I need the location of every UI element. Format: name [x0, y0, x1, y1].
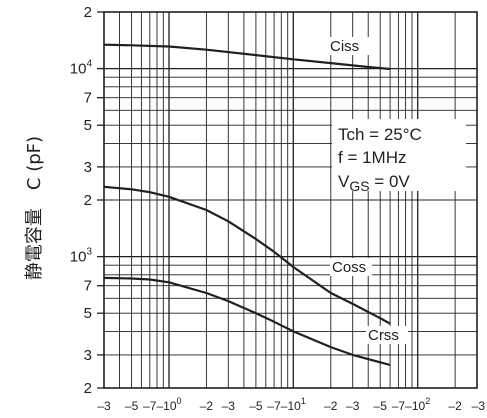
x-tick-exponent: 2	[425, 396, 430, 406]
y-tick-label: 2	[84, 4, 92, 21]
x-tick-label: –5	[249, 399, 263, 413]
y-tick-base: 7	[84, 90, 92, 107]
x-tick-exponent: 1	[301, 396, 306, 406]
x-tick-label: –3	[346, 399, 360, 413]
condition-vgs-value: = 0V	[370, 172, 411, 191]
x-tick-base: –3	[346, 399, 360, 413]
x-tick-base: –5	[374, 399, 388, 413]
x-tick-label: –5	[374, 399, 388, 413]
y-tick-exponent: 4	[86, 59, 92, 70]
condition-frequency: f = 1MHz	[338, 148, 407, 167]
x-tick-label: –100	[156, 396, 181, 413]
y-tick-base: 5	[84, 117, 92, 134]
x-tick-label: –5	[125, 399, 139, 413]
series-line-crss	[103, 276, 391, 367]
series-label-coss: Coss	[332, 259, 366, 276]
condition-vgs-v: V	[338, 172, 350, 191]
x-tick-base: –3	[97, 399, 111, 413]
series-curves	[103, 43, 391, 367]
y-tick-label: 7	[84, 90, 92, 107]
y-tick-base: 10	[70, 249, 87, 266]
series-labels: Ciss Coss Crss	[328, 37, 408, 344]
x-tick-label: –3	[222, 399, 236, 413]
y-tick-base: 3	[84, 159, 92, 176]
condition-temperature: Tch = 25°C	[338, 125, 422, 144]
y-tick-base: 7	[84, 278, 92, 295]
x-tick-base: –2	[448, 399, 462, 413]
y-tick-exponent: 3	[86, 247, 92, 258]
y-tick-label: 5	[84, 305, 92, 322]
x-tick-base: –7	[392, 399, 406, 413]
x-tick-base: –5	[249, 399, 263, 413]
y-tick-label: 7	[84, 278, 92, 295]
y-tick-base: 5	[84, 305, 92, 322]
x-tick-label: –3	[97, 399, 111, 413]
y-tick-label: 3	[84, 347, 92, 364]
x-tick-labels: –3 –5 –7 –100 –2 –3 –5 –7 –101 –2 –3 –5 –7 –102 –2 –3	[97, 396, 485, 413]
x-tick-base: –7	[267, 399, 281, 413]
series-label-bg	[330, 258, 372, 276]
x-tick-base: –2	[200, 399, 214, 413]
series-line-coss	[103, 185, 391, 325]
condition-vgs: VGS = 0V	[338, 172, 410, 194]
x-tick-label: –2	[200, 399, 214, 413]
x-tick-base: –10	[405, 399, 425, 413]
series-line-ciss	[103, 43, 391, 71]
y-tick-base: 3	[84, 347, 92, 364]
grid	[103, 11, 478, 389]
condition-box-bg	[332, 119, 466, 191]
y-tick-label: 3	[84, 159, 92, 176]
y-tick-base: 2	[84, 192, 92, 209]
x-tick-base: –3	[472, 399, 486, 413]
y-tick-base: 10	[70, 61, 87, 78]
series-label-bg	[328, 37, 370, 55]
y-tick-label: 103	[70, 247, 93, 266]
x-tick-exponent: 0	[177, 396, 182, 406]
y-axis-label: 静電容量 C (pF)	[24, 136, 45, 280]
x-tick-label: –7	[267, 399, 281, 413]
x-tick-base: –7	[143, 399, 157, 413]
x-tick-label: –102	[405, 396, 430, 413]
x-tick-label: –7	[392, 399, 406, 413]
x-tick-base: –3	[222, 399, 236, 413]
x-tick-label: –3	[472, 399, 486, 413]
series-label-ciss: Ciss	[330, 38, 359, 55]
y-tick-base: 2	[84, 4, 92, 21]
condition-box: Tch = 25°C f = 1MHz VGS = 0V	[332, 119, 466, 194]
series-label-bg	[366, 326, 408, 344]
x-tick-label: –101	[281, 396, 306, 413]
series-label-crss: Crss	[368, 327, 399, 344]
x-tick-label: –2	[324, 399, 338, 413]
y-tick-label: 2	[84, 380, 92, 397]
x-tick-label: –2	[448, 399, 462, 413]
y-tick-label: 2	[84, 192, 92, 209]
condition-vgs-sub: GS	[349, 178, 369, 194]
y-tick-label: 5	[84, 117, 92, 134]
y-tick-label: 104	[70, 59, 93, 78]
x-tick-label: –7	[143, 399, 157, 413]
x-tick-base: –10	[156, 399, 176, 413]
y-tick-base: 2	[84, 380, 92, 397]
x-tick-base: –2	[324, 399, 338, 413]
x-tick-base: –10	[281, 399, 301, 413]
x-tick-base: –5	[125, 399, 139, 413]
